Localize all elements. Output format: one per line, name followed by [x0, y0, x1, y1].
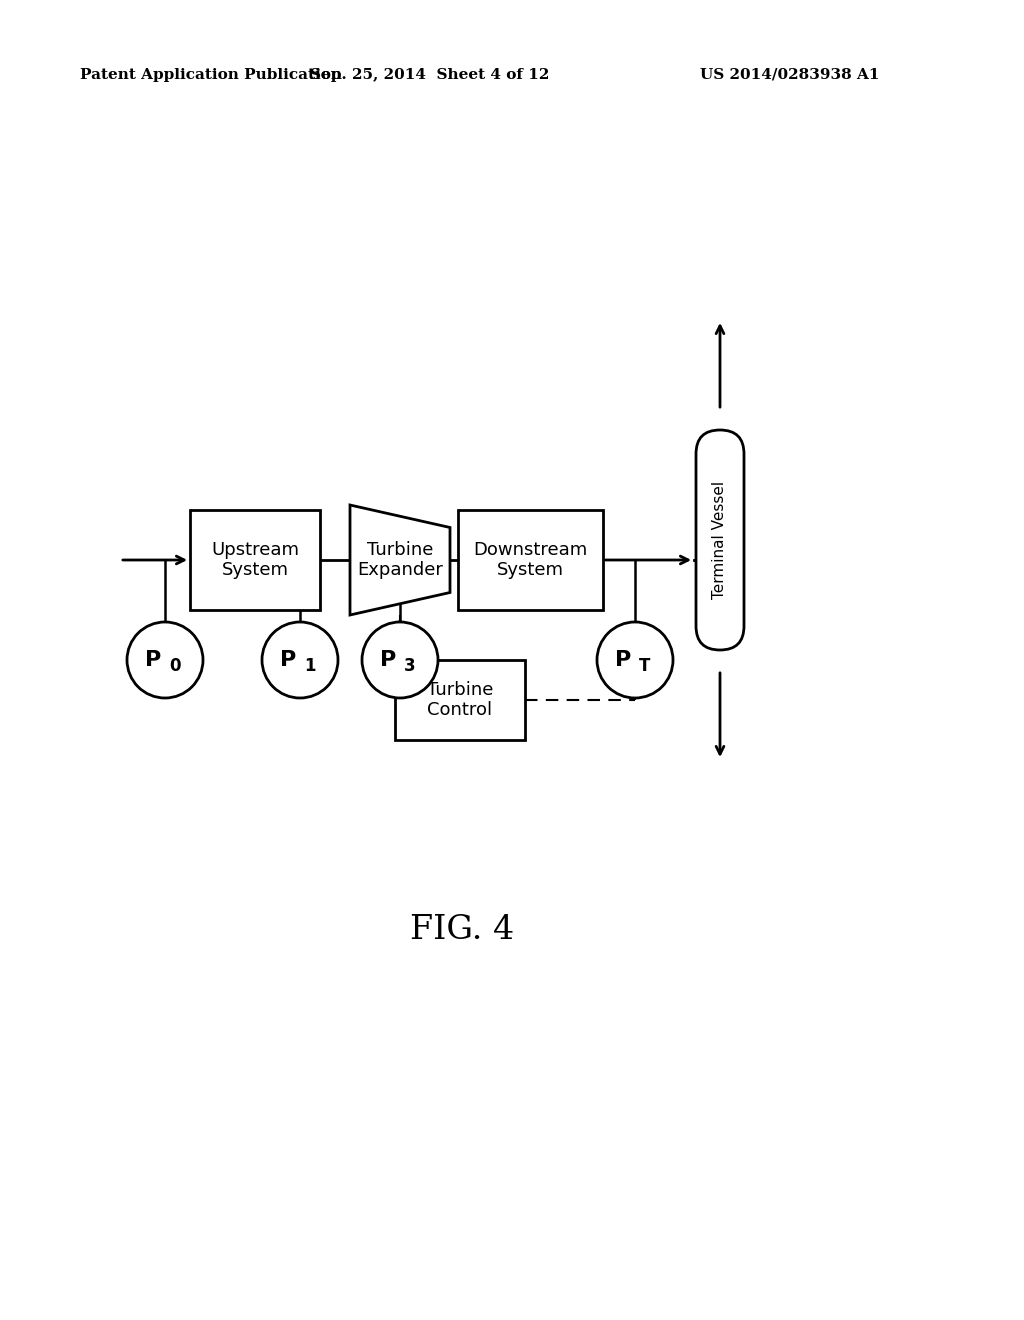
Text: P: P [614, 649, 631, 671]
Text: Turbine
Expander: Turbine Expander [357, 541, 443, 579]
Text: Downstream
System: Downstream System [473, 541, 587, 579]
Text: FIG. 4: FIG. 4 [410, 913, 514, 946]
Circle shape [362, 622, 438, 698]
Text: US 2014/0283938 A1: US 2014/0283938 A1 [700, 69, 880, 82]
Text: 3: 3 [404, 657, 416, 675]
Circle shape [597, 622, 673, 698]
Text: T: T [639, 657, 650, 675]
Text: 0: 0 [169, 657, 180, 675]
Text: Turbine
Control: Turbine Control [427, 681, 494, 719]
FancyBboxPatch shape [696, 430, 744, 649]
Text: Sep. 25, 2014  Sheet 4 of 12: Sep. 25, 2014 Sheet 4 of 12 [310, 69, 550, 82]
Polygon shape [350, 506, 450, 615]
Text: 1: 1 [304, 657, 315, 675]
Circle shape [127, 622, 203, 698]
Text: P: P [380, 649, 396, 671]
Bar [395, 660, 525, 741]
Text: Terminal Vessel: Terminal Vessel [713, 480, 727, 599]
Text: P: P [144, 649, 161, 671]
Circle shape [262, 622, 338, 698]
Text: Patent Application Publication: Patent Application Publication [80, 69, 342, 82]
Text: Upstream
System: Upstream System [211, 541, 299, 579]
Bar [190, 510, 319, 610]
Text: P: P [280, 649, 296, 671]
Bar [458, 510, 602, 610]
